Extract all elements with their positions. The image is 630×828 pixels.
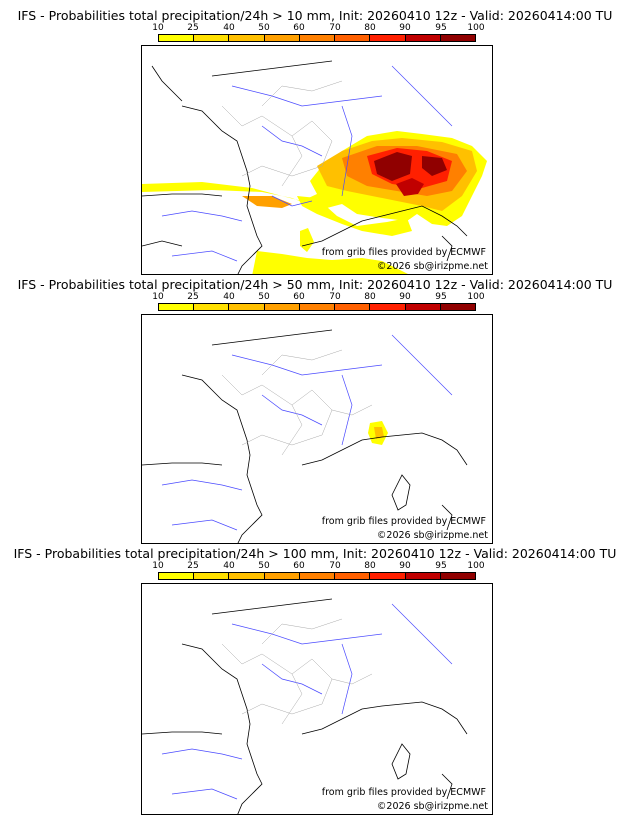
admin-borders — [221, 80, 343, 187]
tick-label: 100 — [467, 292, 485, 302]
tick-label: 80 — [364, 561, 376, 571]
rivers — [161, 65, 453, 262]
tick-label: 50 — [258, 561, 270, 571]
panel-title: IFS - Probabilities total precipitation/… — [13, 546, 617, 561]
colorbar-swatch — [299, 304, 336, 310]
colorbar-swatch — [229, 573, 265, 579]
colorbar-swatch — [229, 304, 265, 310]
tick-label: 25 — [187, 561, 199, 571]
colorbar-swatch — [370, 35, 406, 41]
tick-label: 100 — [467, 561, 485, 571]
tick-label: 80 — [364, 292, 376, 302]
colorbar-swatch — [299, 573, 336, 579]
panel-title: IFS - Probabilities total precipitation/… — [17, 277, 613, 292]
tick-label: 95 — [435, 23, 447, 33]
source-credit: from grib files provided by ECMWF — [321, 247, 486, 258]
colorbar-swatch — [229, 35, 265, 41]
coastlines — [142, 598, 468, 814]
colorbar-swatch — [405, 573, 441, 579]
tick-label: 90 — [399, 561, 411, 571]
tick-label: 90 — [399, 23, 411, 33]
tick-label: 95 — [435, 561, 447, 571]
colorbar-swatch — [440, 573, 475, 579]
source-credit: from grib files provided by ECMWF — [321, 516, 486, 527]
colorbar-labels: 10 25 40 50 60 70 80 90 95 100 — [152, 292, 492, 302]
tick-label: 40 — [223, 292, 235, 302]
colorbar-swatch — [335, 304, 371, 310]
tick-label: 90 — [399, 292, 411, 302]
map-panel-100mm: IFS - Probabilities total precipitation/… — [0, 546, 630, 826]
colorbar-swatch — [194, 304, 230, 310]
tick-label: 40 — [223, 561, 235, 571]
copyright: ©2026 sb@irizpme.net — [376, 530, 488, 541]
colorbar — [158, 303, 476, 311]
colorbar-labels: 10 25 40 50 60 70 80 90 95 100 — [152, 23, 492, 33]
colorbar-swatch — [370, 304, 406, 310]
colorbar — [158, 34, 476, 42]
coastlines — [142, 329, 468, 543]
tick-label: 70 — [329, 292, 341, 302]
colorbar-swatch — [405, 35, 441, 41]
admin-borders — [221, 618, 373, 725]
colorbar-swatch — [159, 304, 195, 310]
rivers — [161, 334, 453, 531]
colorbar-swatch — [159, 35, 195, 41]
colorbar-swatch — [335, 35, 371, 41]
map-panel-10mm: IFS - Probabilities total precipitation/… — [0, 8, 630, 278]
colorbar-swatch — [440, 35, 475, 41]
tick-label: 70 — [329, 561, 341, 571]
probability-map: from grib files provided by ECMWF ©2026 … — [141, 314, 493, 544]
tick-label: 25 — [187, 292, 199, 302]
colorbar-swatch — [370, 573, 406, 579]
tick-label: 50 — [258, 292, 270, 302]
colorbar-swatch — [159, 573, 195, 579]
colorbar-swatch — [299, 35, 336, 41]
colorbar-labels: 10 25 40 50 60 70 80 90 95 100 — [152, 561, 492, 571]
precip-field — [368, 421, 388, 445]
colorbar-swatch — [194, 573, 230, 579]
colorbar — [158, 572, 476, 580]
probability-map: from grib files provided by ECMWF ©2026 … — [141, 45, 493, 275]
rivers — [161, 603, 453, 800]
colorbar-swatch — [264, 573, 300, 579]
colorbar-swatch — [335, 573, 371, 579]
copyright: ©2026 sb@irizpme.net — [376, 801, 488, 812]
tick-label: 25 — [187, 23, 199, 33]
tick-label: 60 — [293, 292, 305, 302]
colorbar-swatch — [194, 35, 230, 41]
coastlines — [142, 60, 468, 274]
map-panel-50mm: IFS - Probabilities total precipitation/… — [0, 277, 630, 547]
tick-label: 40 — [223, 23, 235, 33]
colorbar-swatch — [405, 304, 441, 310]
admin-borders — [221, 349, 373, 456]
tick-label: 50 — [258, 23, 270, 33]
copyright: ©2026 sb@irizpme.net — [376, 261, 488, 272]
colorbar-swatch — [264, 304, 300, 310]
panel-title: IFS - Probabilities total precipitation/… — [17, 8, 613, 23]
tick-label: 10 — [152, 561, 164, 571]
tick-label: 70 — [329, 23, 341, 33]
probability-map: from grib files provided by ECMWF ©2026 … — [141, 583, 493, 815]
tick-label: 10 — [152, 23, 164, 33]
tick-label: 10 — [152, 292, 164, 302]
source-credit: from grib files provided by ECMWF — [321, 787, 486, 798]
tick-label: 100 — [467, 23, 485, 33]
colorbar-swatch — [264, 35, 300, 41]
precip-field — [142, 131, 487, 274]
tick-label: 95 — [435, 292, 447, 302]
tick-label: 60 — [293, 23, 305, 33]
colorbar-swatch — [440, 304, 475, 310]
tick-label: 80 — [364, 23, 376, 33]
tick-label: 60 — [293, 561, 305, 571]
